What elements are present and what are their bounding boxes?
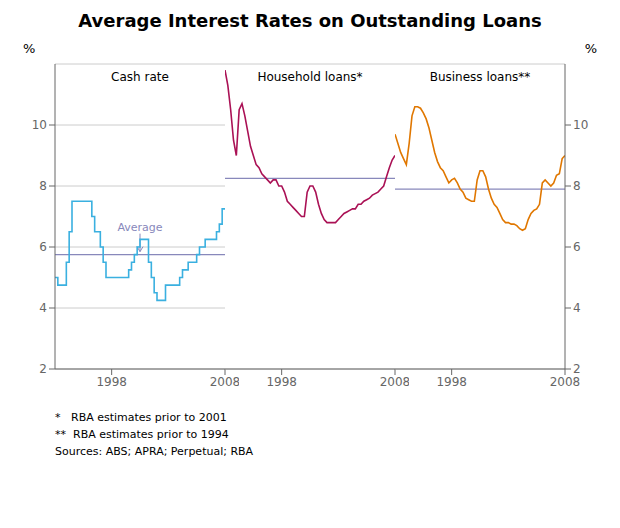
svg-text:2: 2 <box>39 362 47 376</box>
svg-text:10: 10 <box>573 118 588 132</box>
svg-text:Average: Average <box>117 221 162 234</box>
svg-text:4: 4 <box>39 301 47 315</box>
svg-text:6: 6 <box>573 240 581 254</box>
svg-text:1998: 1998 <box>436 375 467 389</box>
svg-text:4: 4 <box>573 301 581 315</box>
svg-text:1998: 1998 <box>266 375 297 389</box>
svg-text:2008: 2008 <box>380 375 409 389</box>
svg-text:10: 10 <box>32 118 47 132</box>
svg-text:2008: 2008 <box>550 375 581 389</box>
html-text:Sources: ABS; APRA; Perpetual;: Sources: ABS; APRA; Perpetual; RBA <box>55 445 254 458</box>
svg-text:6: 6 <box>39 240 47 254</box>
html-text:** RBA estimates prior to 1994: ** RBA estimates prior to 1994 <box>55 428 229 441</box>
svg-text:2008: 2008 <box>210 375 239 389</box>
svg-text:8: 8 <box>573 179 581 193</box>
svg-text:1998: 1998 <box>96 375 127 389</box>
svg-text:8: 8 <box>39 179 47 193</box>
html-text:Cash rate: Cash rate <box>111 70 169 84</box>
html-text:Household loans*: Household loans* <box>257 70 363 84</box>
html-text:Business loans**: Business loans** <box>429 70 531 84</box>
svg-text:2: 2 <box>573 362 581 376</box>
html-text:Average Interest Rates on Outs: Average Interest Rates on Outstanding Lo… <box>78 10 542 31</box>
html-text:* RBA estimates prior to 2001: * RBA estimates prior to 2001 <box>55 411 227 424</box>
